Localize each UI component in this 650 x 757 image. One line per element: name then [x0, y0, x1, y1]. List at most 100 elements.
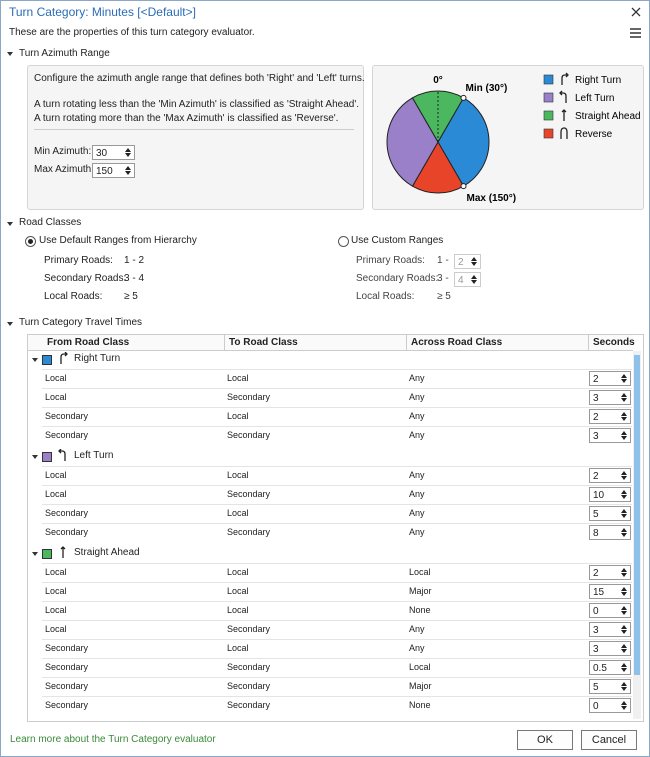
cell: Any: [409, 470, 425, 480]
range-input[interactable]: 2: [454, 254, 481, 269]
legend-label: Reverse: [575, 129, 613, 140]
handle: [460, 183, 467, 190]
seconds-input[interactable]: 2: [589, 468, 631, 483]
cell: Local: [227, 470, 249, 480]
expander[interactable]: [32, 455, 38, 459]
cell: Any: [409, 392, 425, 402]
column-divider: [588, 335, 589, 350]
turn-icon: [560, 127, 568, 139]
expander[interactable]: [32, 552, 38, 556]
menu-button[interactable]: [630, 28, 641, 38]
cell: Local: [45, 489, 67, 499]
seconds-input[interactable]: 15: [589, 584, 631, 599]
label: Max Azimuth:: [34, 164, 95, 175]
table-header: [28, 335, 633, 351]
seconds-input[interactable]: 5: [589, 679, 631, 694]
expander[interactable]: [32, 358, 38, 362]
ok-button[interactable]: OK: [517, 730, 573, 750]
max-label: Max (150°): [467, 193, 517, 204]
turn-icon-path: [60, 352, 68, 364]
seconds-input[interactable]: 0: [589, 698, 631, 713]
table-row: [42, 504, 632, 523]
table-row: [42, 466, 632, 485]
table-row: [42, 407, 632, 426]
min-azimuth-input[interactable]: 30: [92, 145, 135, 160]
cell: Secondary: [45, 527, 89, 537]
table-row: [42, 696, 632, 715]
cell: Secondary: [45, 508, 89, 518]
cell: Secondary: [227, 662, 271, 672]
cell: Local: [227, 411, 249, 421]
help-link[interactable]: Learn more about the Turn Category evalu…: [10, 734, 216, 745]
cell: Any: [409, 508, 425, 518]
max-azimuth-input[interactable]: 150: [92, 163, 135, 178]
seconds-input[interactable]: 2: [589, 371, 631, 386]
group-name: Right Turn: [74, 353, 121, 364]
turn-icon: [561, 72, 569, 85]
cell: Local: [45, 567, 67, 577]
expander[interactable]: [7, 222, 13, 226]
cancel-button[interactable]: Cancel: [581, 730, 637, 750]
cell: Secondary: [227, 681, 271, 691]
column-divider: [224, 335, 225, 350]
table-row: [42, 388, 632, 407]
seconds-input[interactable]: 2: [589, 565, 631, 580]
pie-wedge: [386, 97, 439, 187]
table-row: [42, 563, 632, 582]
road-range: ≥ 5: [437, 291, 451, 302]
table-row: [42, 485, 632, 504]
radio-label[interactable]: Use Default Ranges from Hierarchy: [39, 235, 197, 246]
cell: Any: [409, 430, 425, 440]
seconds-input[interactable]: 10: [589, 487, 631, 502]
seconds-input[interactable]: 0.5: [589, 660, 631, 675]
cell: Local: [227, 508, 249, 518]
section-heading: Turn Category Travel Times: [19, 317, 143, 328]
seconds-input[interactable]: 3: [589, 390, 631, 405]
seconds-input[interactable]: 3: [589, 641, 631, 656]
cell: Secondary: [227, 700, 271, 710]
road-label: Primary Roads:: [356, 255, 425, 266]
text: A turn rotating more than the 'Max Azimu…: [34, 113, 339, 124]
cell: Secondary: [227, 624, 271, 634]
road-range: ≥ 5: [124, 291, 138, 302]
turn-icon-path: [58, 449, 66, 461]
road-range: 3 -: [437, 273, 449, 284]
road-label: Local Roads:: [356, 291, 415, 302]
legend-swatch: [543, 110, 554, 121]
cell: Local: [227, 643, 249, 653]
cell: Local: [409, 662, 431, 672]
radio-selected[interactable]: [25, 236, 36, 247]
table-row: [42, 523, 632, 542]
column-header: To Road Class: [229, 337, 298, 348]
table-row: [42, 677, 632, 696]
group-swatch: [42, 549, 52, 559]
expander[interactable]: [7, 322, 13, 326]
seconds-input[interactable]: 5: [589, 506, 631, 521]
seconds-input[interactable]: 3: [589, 428, 631, 443]
radio[interactable]: [338, 236, 349, 247]
column-divider: [406, 335, 407, 350]
seconds-input[interactable]: 0: [589, 603, 631, 618]
close-button[interactable]: [631, 7, 641, 17]
seconds-input[interactable]: 3: [589, 622, 631, 637]
azimuth-diagram: 0° Min (30°) Max (150°) Right Turn Left Turn…: [386, 72, 641, 204]
cell: Local: [45, 586, 67, 596]
cell: Local: [45, 392, 67, 402]
cell: Any: [409, 527, 425, 537]
seconds-input[interactable]: 8: [589, 525, 631, 540]
radio-label[interactable]: Use Custom Ranges: [351, 235, 444, 246]
label: Min Azimuth:: [34, 146, 92, 157]
seconds-input[interactable]: 2: [589, 409, 631, 424]
column-header: Across Road Class: [411, 337, 503, 348]
scrollbar[interactable]: [633, 351, 641, 719]
cell: Secondary: [45, 643, 89, 653]
table-row: [42, 601, 632, 620]
expander[interactable]: [7, 52, 13, 56]
table-row: [42, 620, 632, 639]
range-input[interactable]: 4: [454, 272, 481, 287]
cell: Secondary: [45, 700, 89, 710]
table-row: [42, 582, 632, 601]
table-row: [42, 426, 632, 445]
turn-icon: [58, 449, 66, 461]
